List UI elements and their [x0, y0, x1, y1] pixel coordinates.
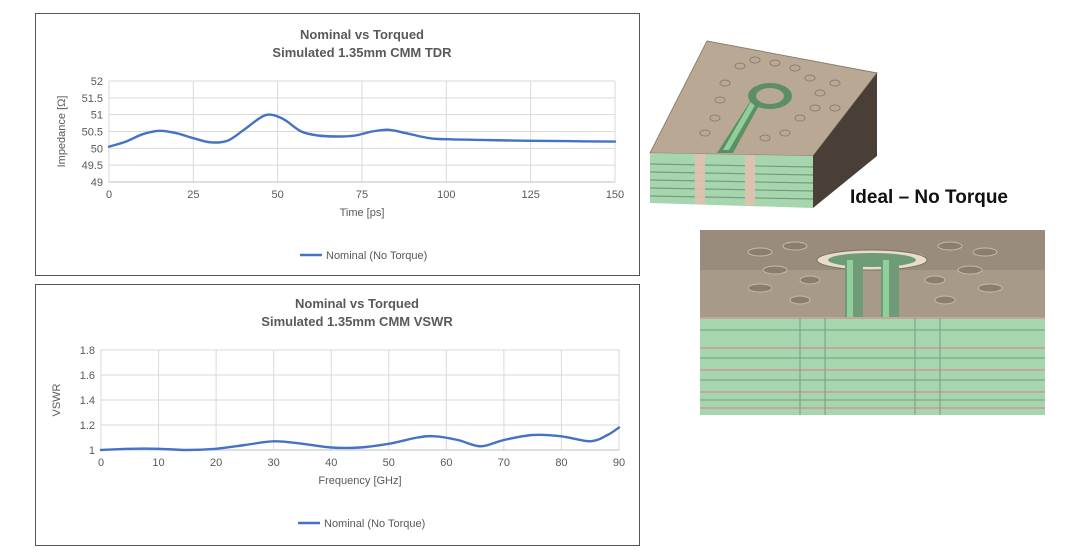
vswr-chart: Nominal vs Torqued Simulated 1.35mm CMM V…	[51, 296, 625, 530]
series-line-nominal	[99, 426, 621, 452]
y-tick-label: 1.6	[80, 370, 95, 382]
x-tick-label: 20	[210, 457, 222, 469]
tdr-chart-panel: Nominal vs Torqued Simulated 1.35mm CMM T…	[35, 13, 640, 276]
chart-title: Nominal vs Torqued	[300, 27, 424, 42]
y-tick-label: 50	[91, 143, 103, 155]
x-tick-label: 25	[187, 189, 199, 201]
y-tick-label: 52	[91, 76, 103, 88]
connector-3d-model-top	[649, 40, 878, 208]
x-tick-label: 50	[272, 189, 284, 201]
y-tick-label: 1	[89, 445, 95, 457]
x-tick-label: 0	[98, 457, 104, 469]
x-tick-label: 0	[106, 189, 112, 201]
x-tick-label: 60	[440, 457, 452, 469]
y-tick-label: 49	[91, 177, 103, 189]
y-tick-label: 51	[91, 110, 103, 122]
y-axis-label: Impedance [Ω]	[56, 96, 68, 168]
x-tick-label: 100	[437, 189, 455, 201]
x-tick-label: 10	[152, 457, 164, 469]
ideal-no-torque-label: Ideal – No Torque	[850, 187, 1009, 208]
y-tick-label: 49.5	[82, 160, 103, 172]
x-axis-label: Frequency [GHz]	[318, 475, 401, 487]
x-tick-label: 90	[613, 457, 625, 469]
y-tick-label: 51.5	[82, 93, 103, 105]
x-tick-label: 150	[606, 189, 624, 201]
chart-subtitle: Simulated 1.35mm CMM VSWR	[261, 314, 453, 329]
series-line-nominal	[107, 113, 617, 148]
legend-label: Nominal (No Torque)	[324, 518, 425, 530]
y-tick-label: 1.8	[80, 345, 95, 357]
y-tick-label: 1.2	[80, 420, 95, 432]
x-tick-label: 40	[325, 457, 337, 469]
legend-label: Nominal (No Torque)	[326, 250, 427, 262]
x-tick-label: 50	[383, 457, 395, 469]
y-axis-label: VSWR	[51, 383, 63, 416]
x-tick-label: 125	[521, 189, 539, 201]
chart-title: Nominal vs Torqued	[295, 296, 419, 311]
x-tick-label: 70	[498, 457, 510, 469]
tdr-chart: Nominal vs Torqued Simulated 1.35mm CMM T…	[56, 27, 624, 262]
x-tick-label: 80	[555, 457, 567, 469]
y-tick-label: 50.5	[82, 127, 103, 139]
x-axis-label: Time [ps]	[340, 207, 385, 219]
x-tick-label: 75	[356, 189, 368, 201]
vswr-chart-panel: Nominal vs Torqued Simulated 1.35mm CMM V…	[35, 284, 640, 546]
connector-3d-model-cross-section	[700, 230, 1045, 415]
x-tick-label: 30	[268, 457, 280, 469]
y-tick-label: 1.4	[80, 395, 95, 407]
chart-subtitle: Simulated 1.35mm CMM TDR	[272, 45, 452, 60]
